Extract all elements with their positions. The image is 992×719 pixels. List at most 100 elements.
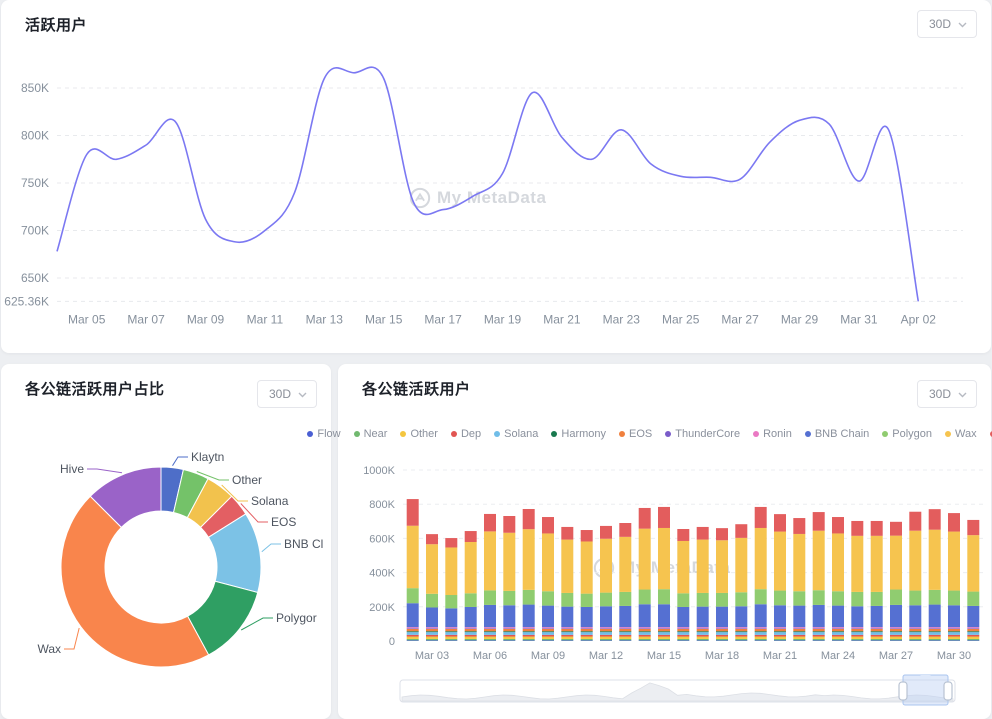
bar-segment[interactable] (503, 632, 516, 635)
bar-segment[interactable] (580, 606, 593, 628)
bar-segment[interactable] (677, 628, 690, 629)
bar-segment[interactable] (812, 634, 825, 637)
bar-segment[interactable] (890, 535, 902, 590)
bar-mar-28[interactable] (909, 511, 922, 641)
bar-segment[interactable] (967, 634, 980, 637)
bar-segment[interactable] (909, 631, 922, 633)
bar-segment[interactable] (542, 533, 554, 592)
legend-item[interactable]: Near (353, 428, 387, 440)
bar-segment[interactable] (948, 632, 960, 635)
bar-segment[interactable] (464, 541, 477, 594)
bar-segment[interactable] (406, 628, 419, 629)
bar-segment[interactable] (696, 638, 709, 641)
bar-segment[interactable] (774, 627, 786, 629)
bar-segment[interactable] (658, 527, 670, 590)
bar-segment[interactable] (484, 634, 496, 637)
bar-segment[interactable] (600, 525, 612, 539)
bar-segment[interactable] (967, 631, 980, 633)
bar-segment[interactable] (870, 605, 883, 628)
bar-segment[interactable] (445, 595, 458, 609)
active-users-line-series[interactable] (56, 66, 920, 302)
bar-segment[interactable] (774, 514, 786, 532)
bar-segment[interactable] (735, 606, 748, 628)
bar-segment[interactable] (561, 640, 574, 641)
bar-segment[interactable] (735, 632, 748, 635)
bar-segment[interactable] (890, 636, 902, 639)
bar-segment[interactable] (619, 640, 632, 641)
bar-segment[interactable] (909, 640, 922, 641)
bar-segment[interactable] (754, 632, 767, 635)
bar-segment[interactable] (832, 517, 844, 534)
bar-segment[interactable] (464, 627, 477, 629)
bar-mar-17[interactable] (696, 526, 709, 641)
bar-segment[interactable] (677, 640, 690, 641)
bar-segment[interactable] (406, 634, 419, 637)
bar-segment[interactable] (464, 638, 477, 641)
bar-segment[interactable] (600, 628, 612, 632)
bar-segment[interactable] (464, 632, 477, 635)
bar-segment[interactable] (600, 636, 612, 639)
bar-segment[interactable] (580, 530, 593, 542)
legend-item[interactable]: Dep (450, 428, 481, 440)
bar-segment[interactable] (406, 638, 419, 641)
bar-segment[interactable] (658, 589, 670, 605)
bar-segment[interactable] (503, 628, 516, 629)
bar-segment[interactable] (793, 640, 806, 641)
bar-segment[interactable] (600, 638, 612, 641)
bar-segment[interactable] (793, 638, 806, 641)
bar-segment[interactable] (677, 632, 690, 635)
bar-segment[interactable] (716, 634, 728, 637)
bar-segment[interactable] (909, 590, 922, 606)
bar-segment[interactable] (522, 640, 535, 641)
bar-mar-13[interactable] (619, 523, 632, 641)
bar-segment[interactable] (658, 638, 670, 641)
bar-segment[interactable] (619, 627, 632, 629)
bar-segment[interactable] (658, 632, 670, 635)
bar-segment[interactable] (484, 638, 496, 641)
bar-mar-25[interactable] (851, 520, 864, 641)
bar-mar-12[interactable] (600, 525, 612, 641)
bar-segment[interactable] (522, 628, 535, 632)
bar-segment[interactable] (832, 533, 844, 592)
bar-segment[interactable] (928, 529, 941, 590)
bar-mar-14[interactable] (638, 507, 651, 641)
chain-share-donut-chart[interactable]: Klaytn Other Solana EOS BNB Cl Polygor Wax Hive (1, 419, 331, 719)
bar-segment[interactable] (503, 640, 516, 641)
bar-segment[interactable] (696, 634, 709, 637)
bar-segment[interactable] (406, 525, 419, 589)
bar-segment[interactable] (484, 640, 496, 641)
bar-segment[interactable] (638, 638, 651, 641)
bar-mar-20[interactable] (754, 506, 767, 641)
bar-segment[interactable] (426, 638, 438, 641)
bar-segment[interactable] (445, 640, 458, 641)
bar-segment[interactable] (658, 628, 670, 632)
bar-segment[interactable] (580, 638, 593, 641)
bar-segment[interactable] (774, 640, 786, 641)
bar-segment[interactable] (793, 591, 806, 606)
bar-segment[interactable] (793, 628, 806, 632)
bar-segment[interactable] (677, 628, 690, 632)
bar-segment[interactable] (426, 593, 438, 608)
bar-segment[interactable] (870, 631, 883, 633)
bar-segment[interactable] (774, 628, 786, 632)
bar-segment[interactable] (426, 631, 438, 633)
bar-segment[interactable] (522, 632, 535, 635)
bar-segment[interactable] (561, 636, 574, 639)
bar-segment[interactable] (851, 631, 864, 633)
bar-segment[interactable] (619, 536, 632, 592)
bar-segment[interactable] (522, 634, 535, 637)
bar-segment[interactable] (928, 628, 941, 632)
bar-segment[interactable] (542, 517, 554, 534)
bar-segment[interactable] (406, 631, 419, 633)
bar-segment[interactable] (870, 520, 883, 536)
bar-segment[interactable] (600, 606, 612, 628)
bar-segment[interactable] (735, 636, 748, 639)
bar-segment[interactable] (542, 640, 554, 641)
bar-segment[interactable] (522, 638, 535, 641)
bar-mar-08[interactable] (522, 508, 535, 641)
bar-segment[interactable] (928, 640, 941, 641)
bar-segment[interactable] (754, 628, 767, 632)
bar-segment[interactable] (909, 636, 922, 639)
bar-segment[interactable] (658, 640, 670, 641)
bar-segment[interactable] (812, 512, 825, 531)
